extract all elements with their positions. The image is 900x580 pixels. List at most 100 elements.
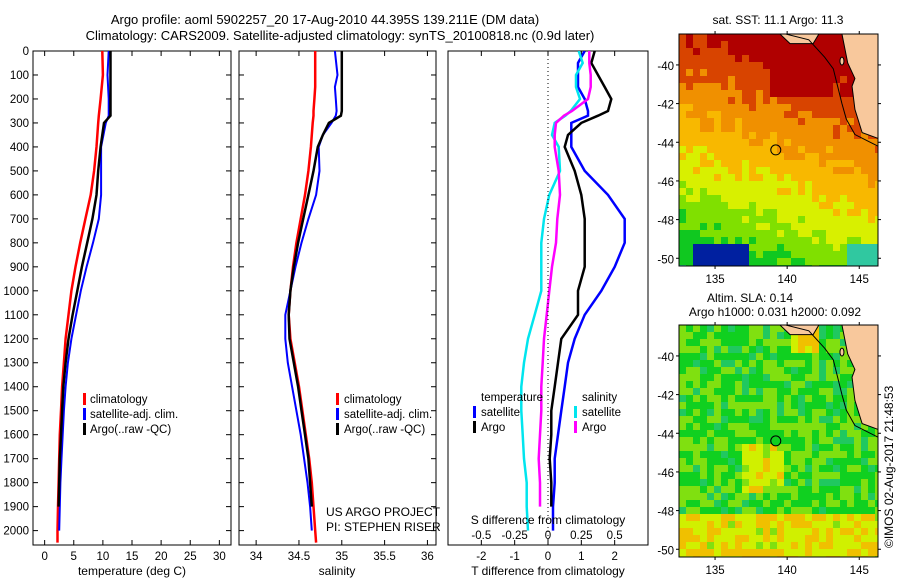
map-cell xyxy=(826,167,833,174)
map-cell xyxy=(749,528,756,535)
map-cell xyxy=(840,374,847,381)
map-cell xyxy=(693,528,700,535)
map-cell xyxy=(826,209,833,216)
map-cell xyxy=(812,223,819,230)
map-cell xyxy=(714,479,721,486)
map-cell xyxy=(833,500,840,507)
map-cell xyxy=(833,535,840,542)
map-cell xyxy=(847,381,854,388)
map-cell xyxy=(819,458,826,465)
map-cell xyxy=(812,507,819,514)
map-cell xyxy=(812,181,819,188)
map-cell xyxy=(700,360,707,367)
map-cell xyxy=(756,251,763,258)
map-cell xyxy=(742,486,749,493)
map-cell xyxy=(784,486,791,493)
map-cell xyxy=(833,90,840,97)
map-cell xyxy=(735,188,742,195)
map-cell xyxy=(812,451,819,458)
map-cell xyxy=(721,416,728,423)
map-cell xyxy=(833,167,840,174)
map-cell xyxy=(735,325,742,332)
map-cell xyxy=(700,104,707,111)
map-cell xyxy=(812,153,819,160)
map-cell xyxy=(847,258,854,265)
map-cell xyxy=(847,486,854,493)
map-cell xyxy=(812,339,819,346)
map-cell xyxy=(868,153,875,160)
map-cell xyxy=(679,146,686,153)
map-cell xyxy=(686,346,693,353)
map-cell xyxy=(805,237,812,244)
map-cell xyxy=(840,195,847,202)
map-cell xyxy=(735,339,742,346)
map-cell xyxy=(763,153,770,160)
map-cell xyxy=(791,542,798,549)
map-cell xyxy=(686,139,693,146)
map-cell xyxy=(819,76,826,83)
map-cell xyxy=(847,479,854,486)
map-cell xyxy=(854,528,861,535)
map-cell xyxy=(679,381,686,388)
map-cell xyxy=(791,181,798,188)
map-cell xyxy=(721,55,728,62)
map-cell xyxy=(798,69,805,76)
map-cell xyxy=(679,111,686,118)
map-cell xyxy=(721,251,728,258)
map-cell xyxy=(749,535,756,542)
map-cell xyxy=(840,402,847,409)
map-cell xyxy=(805,339,812,346)
map-cell xyxy=(700,237,707,244)
map-cell xyxy=(798,472,805,479)
map-cell xyxy=(798,90,805,97)
map-cell xyxy=(798,104,805,111)
map-cell xyxy=(749,174,756,181)
map-cell xyxy=(861,202,868,209)
map-cell xyxy=(693,395,700,402)
map-cell xyxy=(791,486,798,493)
map-cell xyxy=(728,416,735,423)
map-cell xyxy=(742,251,749,258)
map-cell xyxy=(847,69,854,76)
map-cell xyxy=(861,514,868,521)
map-cell xyxy=(770,465,777,472)
map-cell xyxy=(791,535,798,542)
map-cell xyxy=(770,549,777,556)
map-cell xyxy=(686,34,693,41)
map-cell xyxy=(735,437,742,444)
map-cell xyxy=(777,486,784,493)
map-cell xyxy=(679,41,686,48)
map-cell xyxy=(770,339,777,346)
sst-map-field xyxy=(679,34,878,266)
map-cell xyxy=(728,423,735,430)
map-cell xyxy=(826,465,833,472)
map-cell xyxy=(721,160,728,167)
map-cell xyxy=(721,83,728,90)
map-cell xyxy=(700,251,707,258)
map-cell xyxy=(728,104,735,111)
map-cell xyxy=(847,153,854,160)
map-cell xyxy=(875,160,878,167)
map-cell xyxy=(749,209,756,216)
map-cell xyxy=(854,125,861,132)
map-cell xyxy=(693,549,700,556)
map-cell xyxy=(833,493,840,500)
map-cell xyxy=(714,409,721,416)
map-cell xyxy=(749,423,756,430)
map-cell xyxy=(756,367,763,374)
map-cell xyxy=(847,451,854,458)
map-cell xyxy=(875,209,878,216)
map-cell xyxy=(833,83,840,90)
map-cell xyxy=(868,500,875,507)
map-cell xyxy=(805,125,812,132)
map-cell xyxy=(749,202,756,209)
map-cell xyxy=(798,251,805,258)
map-cell xyxy=(812,437,819,444)
map-cell xyxy=(714,332,721,339)
map-cell xyxy=(749,521,756,528)
map-cell xyxy=(833,346,840,353)
map-cell xyxy=(861,244,868,251)
map-cell xyxy=(833,174,840,181)
map-cell xyxy=(679,346,686,353)
map-cell xyxy=(693,353,700,360)
